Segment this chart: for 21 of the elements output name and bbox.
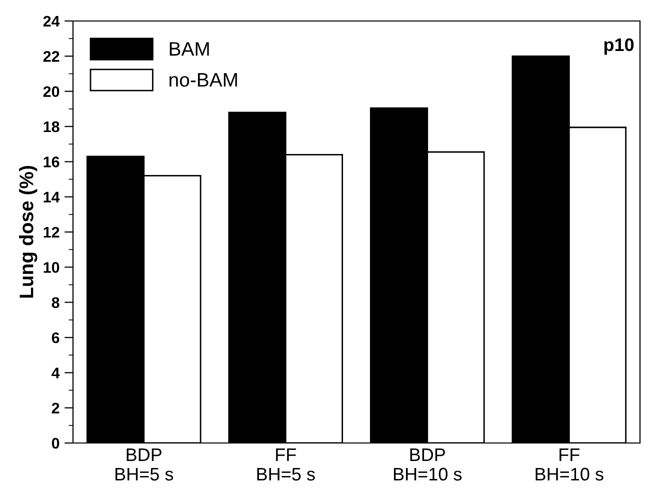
legend-label: BAM <box>170 42 209 56</box>
y-tick-label: 14 <box>44 192 60 202</box>
y-tick-label: 6 <box>52 332 60 344</box>
y-tick-label: 20 <box>43 86 60 98</box>
y-tick-label: 22 <box>43 51 60 62</box>
y-tick-label: 16 <box>44 156 60 168</box>
x-tick-label: FF BH=5 s <box>257 448 315 481</box>
x-tick-label: BDP BH=10 s <box>394 448 462 481</box>
y-tick-label: 24 <box>43 16 60 27</box>
y-tick-label: 2 <box>52 402 60 414</box>
y-tick-label: 18 <box>44 121 60 132</box>
y-tick-label: 0 <box>52 438 60 449</box>
y-axis-title: Lung dose (%) <box>19 166 38 298</box>
x-tick-label: FF BH=10 s <box>536 448 604 481</box>
x-tick-label: BDP BH=5 s <box>116 448 174 481</box>
y-tick-label: 4 <box>52 368 60 378</box>
y-tick-label: 10 <box>44 262 60 273</box>
y-tick-label: 12 <box>44 226 60 238</box>
y-tick-label: 8 <box>52 297 60 308</box>
legend-label: no-BAM <box>170 73 237 87</box>
annotation: p10 <box>604 38 634 55</box>
